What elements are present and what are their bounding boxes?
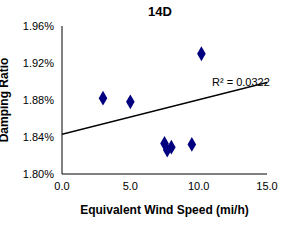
svg-text:15.0: 15.0: [256, 180, 277, 192]
svg-text:0.0: 0.0: [54, 180, 69, 192]
svg-text:Equivalent Wind Speed (mi/h): Equivalent Wind Speed (mi/h): [80, 203, 249, 217]
svg-text:1.92%: 1.92%: [23, 57, 54, 69]
svg-text:1.84%: 1.84%: [23, 131, 54, 143]
svg-text:1.88%: 1.88%: [23, 94, 54, 106]
svg-text:R² = 0.0322: R² = 0.0322: [212, 76, 270, 88]
svg-text:10.0: 10.0: [188, 180, 209, 192]
svg-text:14D: 14D: [148, 4, 172, 19]
svg-text:1.96%: 1.96%: [23, 20, 54, 32]
svg-text:1.80%: 1.80%: [23, 168, 54, 180]
svg-text:Damping Ratio: Damping Ratio: [8, 58, 11, 143]
svg-text:5.0: 5.0: [123, 180, 138, 192]
